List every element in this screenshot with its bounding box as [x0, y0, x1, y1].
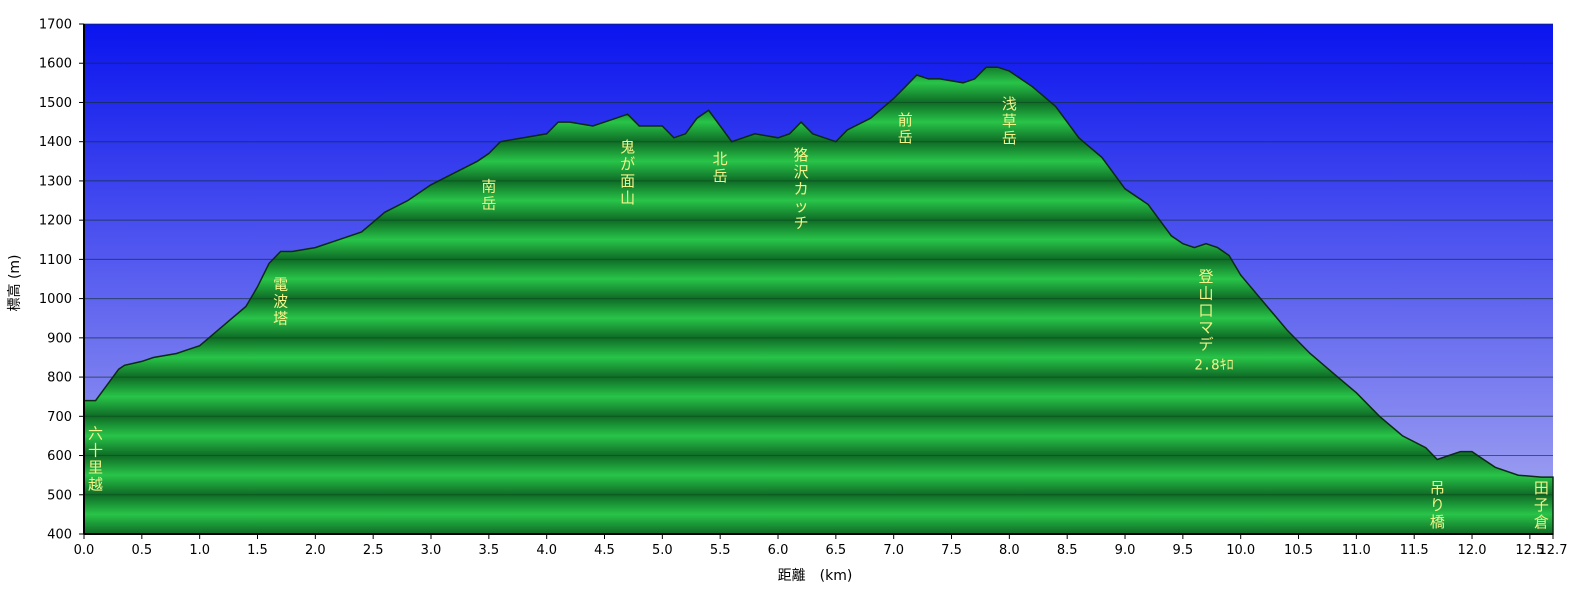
peak-label-char: ッ [794, 197, 809, 215]
peak-label-char: 十 [88, 442, 103, 460]
y-tick-label: 500 [47, 488, 72, 503]
peak-label-char: マ [1198, 319, 1213, 337]
peak-label: 北岳 [713, 150, 728, 185]
peak-label-char: 六 [88, 425, 103, 443]
peak-label-char: 波 [273, 293, 288, 311]
x-tick-label: 6.5 [826, 543, 847, 558]
peak-label-char: 北 [713, 150, 728, 168]
peak-label-char: 電 [273, 276, 288, 294]
y-tick-label: 1100 [39, 253, 72, 268]
x-tick-label: 3.5 [478, 543, 499, 558]
peak-label-char: が [620, 155, 635, 173]
peak-label-char: 草 [1002, 112, 1017, 130]
y-tick-label: 700 [47, 410, 72, 425]
y-tick-label: 600 [47, 449, 72, 464]
peak-label-char: 子 [1534, 496, 1549, 514]
elevation-area [83, 66, 1554, 535]
x-tick-label: 8.5 [1057, 543, 1078, 558]
peak-label-char: 岳 [898, 128, 913, 146]
peak-label: 田子倉 [1534, 479, 1549, 531]
peak-label-char: チ [794, 214, 809, 232]
y-tick-label: 1600 [39, 57, 72, 72]
x-tick-label: 5.0 [652, 543, 673, 558]
x-tick-label: 0.5 [131, 543, 152, 558]
x-tick-label: 11.5 [1400, 543, 1429, 558]
x-tick-labels: 0.0 0.5 1.0 1.5 2.0 2.5 3.0 3.5 4.0 4.5 5.0 5.5 6.0 6… [74, 543, 1568, 558]
peak-label-char: 吊 [1430, 479, 1445, 497]
peak-label-char: 田 [1534, 479, 1549, 497]
peak-label-char: デ [1198, 336, 1213, 354]
peak-label-char: 越 [88, 476, 103, 494]
peak-label-char: 浅 [1002, 95, 1017, 113]
x-tick-label: 11.0 [1342, 543, 1371, 558]
peak-label-char: 南 [481, 177, 496, 195]
peak-label-char: 岳 [481, 194, 496, 212]
y-tick-label: 1300 [39, 174, 72, 189]
y-tick-labels: 400 500 600 700 800 900 1000 1100 1200 1300 1400 15… [39, 18, 72, 543]
x-tick-label: 4.0 [536, 543, 557, 558]
peak-label-char: 沢 [794, 163, 809, 181]
peak-label-char: 塔 [273, 310, 288, 328]
peak-label-char: り [1430, 496, 1445, 514]
peak-label: 浅草岳 [1002, 95, 1017, 147]
x-tick-label: 9.0 [1115, 543, 1136, 558]
y-tick-label: 1200 [39, 214, 72, 229]
x-tick-label: 2.5 [363, 543, 384, 558]
peak-label-char: 面 [620, 172, 635, 190]
y-tick-label: 1500 [39, 96, 72, 111]
peak-label-char: 橋 [1430, 513, 1445, 531]
peak-label-char: 岳 [1002, 129, 1017, 147]
x-tick-label: 6.0 [768, 543, 789, 558]
x-tick-label: 1.5 [247, 543, 268, 558]
peak-sublabel: 2.8ｷﾛ [1194, 358, 1233, 374]
x-tick-label: 7.5 [941, 543, 962, 558]
x-tick-label: 12.0 [1458, 543, 1487, 558]
y-tick-label: 1400 [39, 135, 72, 150]
y-tick-label: 1700 [39, 18, 72, 33]
axes [79, 23, 1554, 539]
x-tick-label: 3.0 [421, 543, 442, 558]
x-tick-label: 9.5 [1173, 543, 1194, 558]
x-tick-label: 0.0 [74, 543, 95, 558]
peak-label-char: 里 [88, 459, 103, 477]
peak-labels: 六十里越電波塔南岳鬼が面山北岳狢沢カッチ前岳浅草岳登山口マデ2.8ｷﾛ吊り橋田子… [84, 23, 1553, 535]
x-tick-label: 7.0 [883, 543, 904, 558]
peak-label-char: 岳 [713, 167, 728, 185]
peak-label-char: 倉 [1534, 513, 1549, 531]
peak-label-char: 登 [1198, 268, 1213, 286]
peak-label: 南岳 [481, 177, 496, 212]
peak-label-char: 鬼 [620, 138, 635, 156]
peak-label-char: カ [794, 180, 809, 198]
y-axis-title: 標高 (m) [6, 254, 23, 311]
x-tick-label: 12.5 [1515, 543, 1544, 558]
y-tick-label: 1000 [39, 292, 72, 307]
x-tick-label: 10.0 [1226, 543, 1255, 558]
y-tick-label: 400 [47, 528, 72, 543]
peak-label-char: 口 [1198, 302, 1213, 320]
x-tick-label: 5.5 [710, 543, 731, 558]
peak-label: 電波塔 [273, 276, 288, 328]
peak-label-char: 前 [898, 111, 913, 129]
peak-label-char: 山 [1198, 285, 1213, 303]
y-tick-label: 800 [47, 371, 72, 386]
peak-label: 前岳 [898, 111, 913, 146]
x-axis-title: 距離 (km) [778, 567, 853, 584]
x-tick-label: 1.0 [189, 543, 210, 558]
x-tick-label: 4.5 [594, 543, 615, 558]
x-tick-label: 2.0 [305, 543, 326, 558]
x-tick-label: 8.0 [999, 543, 1020, 558]
x-tick-label: 10.5 [1284, 543, 1313, 558]
peak-label-char: 山 [620, 189, 635, 207]
x-tick-label: 12.7 [1539, 543, 1568, 558]
peak-label-char: 狢 [794, 146, 809, 164]
y-tick-label: 900 [47, 331, 72, 346]
peak-label: 吊り橋 [1430, 479, 1445, 531]
